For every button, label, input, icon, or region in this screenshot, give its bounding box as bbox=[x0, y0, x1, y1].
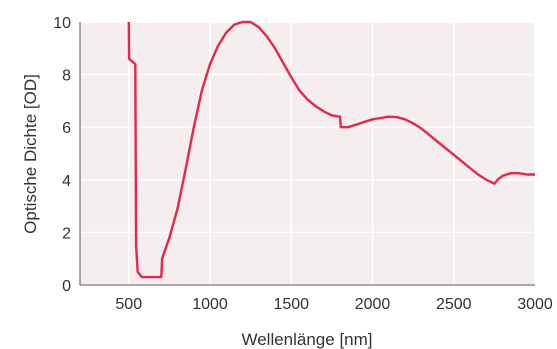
y-tick-label: 2 bbox=[62, 225, 71, 242]
y-axis-title: Optische Dichte [OD] bbox=[21, 74, 40, 234]
x-tick-label: 1500 bbox=[273, 296, 309, 313]
y-tick-labels: 0 2 4 6 8 10 bbox=[53, 15, 71, 295]
y-tick-label: 6 bbox=[62, 120, 71, 137]
y-tick-label: 10 bbox=[53, 15, 71, 32]
x-tick-label: 3000 bbox=[517, 296, 553, 313]
x-tick-label: 1000 bbox=[192, 296, 228, 313]
y-tick-label: 8 bbox=[62, 68, 71, 85]
x-axis-title: Wellenlänge [nm] bbox=[241, 330, 372, 349]
series-line bbox=[127, 20, 535, 279]
plot-background bbox=[80, 22, 535, 285]
x-tick-labels: 500 1000 1500 2000 2500 3000 bbox=[115, 296, 553, 313]
x-tick-label: 2500 bbox=[436, 296, 472, 313]
y-tick-label: 0 bbox=[62, 278, 71, 295]
y-tick-label: 4 bbox=[62, 173, 71, 190]
x-tick-label: 500 bbox=[115, 296, 142, 313]
x-tick-label: 2000 bbox=[355, 296, 391, 313]
